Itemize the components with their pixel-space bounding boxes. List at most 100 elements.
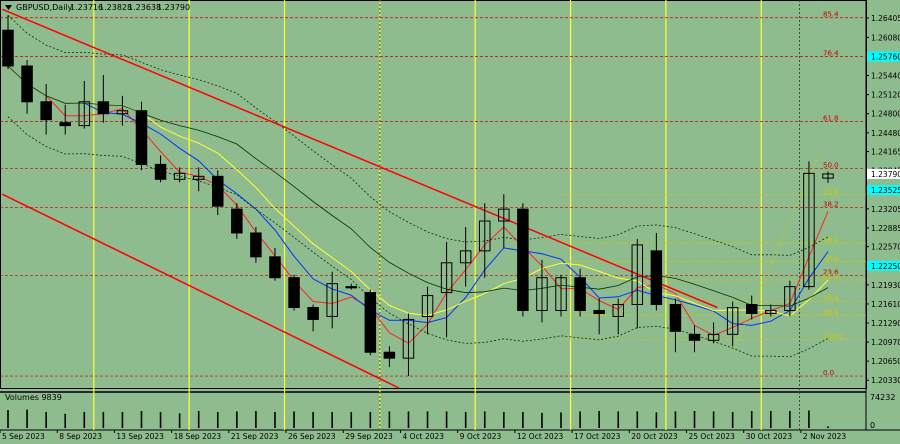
current-price-label: 1.23790 bbox=[871, 170, 900, 179]
candle-body bbox=[650, 250, 663, 306]
fib-level-label: 23.6 bbox=[823, 268, 839, 276]
dropdown-triangle-icon[interactable] bbox=[5, 5, 12, 10]
time-tick-label: 2 Nov 2023 bbox=[803, 432, 846, 440]
fib-level-label: 38.2 bbox=[823, 236, 839, 244]
candle-body bbox=[364, 292, 377, 353]
candle-body bbox=[784, 286, 796, 311]
candle-body bbox=[269, 256, 281, 279]
candle-body bbox=[212, 175, 224, 207]
price-tick-label: 1.26080 bbox=[871, 33, 900, 42]
candle-body bbox=[345, 286, 357, 289]
candle-body bbox=[383, 351, 396, 359]
fib-level-label: 85.4 bbox=[823, 308, 839, 316]
candle-body bbox=[555, 277, 567, 311]
fib-level-label: 50.0 bbox=[823, 162, 839, 170]
candle-body bbox=[402, 318, 415, 359]
time-tick-label: 8 Sep 2023 bbox=[59, 432, 102, 440]
price-tick-label: 1.26405 bbox=[871, 14, 900, 23]
ohlc-high: 1.23828 bbox=[99, 3, 132, 12]
price-highlight-badge bbox=[867, 51, 900, 62]
candle-body bbox=[97, 101, 110, 115]
candle-body bbox=[326, 283, 338, 317]
fib-level-label: 61.8 bbox=[823, 114, 839, 122]
price-tick-label: 1.24800 bbox=[871, 110, 900, 119]
candle-body bbox=[803, 172, 815, 288]
fib-level-label: 76.4 bbox=[823, 49, 839, 57]
time-tick-label: 26 Sep 2023 bbox=[288, 432, 336, 440]
candle-body bbox=[154, 163, 167, 180]
candle-body bbox=[440, 262, 453, 294]
time-tick-label: 29 Sep 2023 bbox=[345, 432, 393, 440]
fib-level-label: 85.4 bbox=[823, 11, 839, 19]
trend-channel-upper-line bbox=[1, 8, 718, 309]
candle-body bbox=[78, 101, 91, 127]
price-highlight-label: 1.23525 bbox=[871, 186, 900, 195]
trend-channel-lower-line bbox=[1, 193, 400, 389]
time-tick-label: 21 Sep 2023 bbox=[231, 432, 279, 440]
ohlc-low: 1.23638 bbox=[128, 3, 161, 12]
candle-body bbox=[173, 172, 186, 180]
candle-body bbox=[421, 295, 434, 317]
candle-body bbox=[765, 309, 777, 314]
candle-body bbox=[2, 29, 14, 67]
price-tick-label: 1.25440 bbox=[871, 72, 900, 81]
candle-body bbox=[593, 309, 605, 314]
price-tick-label: 1.24480 bbox=[871, 129, 900, 138]
candle-body bbox=[612, 304, 624, 317]
price-tick-label: 1.23205 bbox=[871, 205, 900, 214]
price-tick-label: 1.20650 bbox=[871, 357, 900, 366]
candle-body bbox=[631, 244, 644, 306]
time-tick-label: 30 Oct 2023 bbox=[746, 432, 793, 440]
current-price-badge bbox=[867, 168, 900, 179]
candle-body bbox=[135, 110, 148, 165]
price-tick-label: 1.20970 bbox=[871, 338, 900, 347]
price-highlight-badge bbox=[867, 260, 900, 271]
price-tick-label: 1.25120 bbox=[871, 91, 900, 100]
candle-body bbox=[536, 277, 548, 311]
candle-body bbox=[574, 277, 586, 311]
time-tick-label: 4 Oct 2023 bbox=[402, 432, 444, 440]
candle-body bbox=[40, 101, 52, 121]
time-tick-label: 20 Oct 2023 bbox=[631, 432, 678, 440]
price-tick-label: 1.24165 bbox=[871, 148, 900, 157]
price-tick-label: 1.21610 bbox=[871, 300, 900, 309]
candle-body bbox=[707, 333, 720, 341]
time-tick-label: 9 Oct 2023 bbox=[460, 432, 502, 440]
candle-body bbox=[59, 122, 71, 127]
price-tick-label: 1.21930 bbox=[871, 281, 900, 290]
candle-body bbox=[116, 110, 129, 115]
symbol-label: GBPUSD,Daily bbox=[16, 3, 73, 12]
candle-body bbox=[288, 277, 300, 309]
candle-body bbox=[250, 232, 262, 258]
fib-level-label: 100.0 bbox=[823, 333, 843, 341]
candle-body bbox=[479, 220, 491, 252]
price-tick-label: 1.21290 bbox=[871, 319, 900, 328]
price-tick-label: 1.20330 bbox=[871, 376, 900, 385]
volume-max-label: 74232 bbox=[870, 393, 895, 402]
time-tick-label: 13 Sep 2023 bbox=[116, 432, 164, 440]
price-tick-label: 1.22885 bbox=[871, 224, 900, 233]
ohlc-open: 1.23716 bbox=[70, 3, 103, 12]
price-highlight-label: 1.22250 bbox=[871, 262, 900, 271]
candle-body bbox=[745, 304, 758, 314]
candle-body bbox=[459, 250, 472, 264]
fib-level-label: 61.8 bbox=[823, 273, 839, 281]
fib-level-label: 0.0 bbox=[823, 369, 834, 377]
candle-body bbox=[21, 65, 33, 103]
fib-level-label: 38.2 bbox=[823, 200, 839, 208]
candle-body bbox=[231, 208, 243, 234]
volume-label: Volumes 9839 bbox=[5, 393, 62, 402]
time-tick-label: 25 Oct 2023 bbox=[689, 432, 736, 440]
price-highlight-label: 1.25760 bbox=[871, 52, 900, 61]
time-tick-label: 12 Oct 2023 bbox=[517, 432, 564, 440]
fib-level-label: 50.0 bbox=[823, 255, 839, 263]
candle-body bbox=[822, 173, 834, 179]
fib-level-label: 23.6 bbox=[823, 188, 839, 196]
ohlc-close: 1.23790 bbox=[157, 3, 190, 12]
price-tick-label: 1.22570 bbox=[871, 243, 900, 252]
candle-body bbox=[726, 307, 739, 335]
volume-zero-label: 0 bbox=[870, 421, 875, 430]
